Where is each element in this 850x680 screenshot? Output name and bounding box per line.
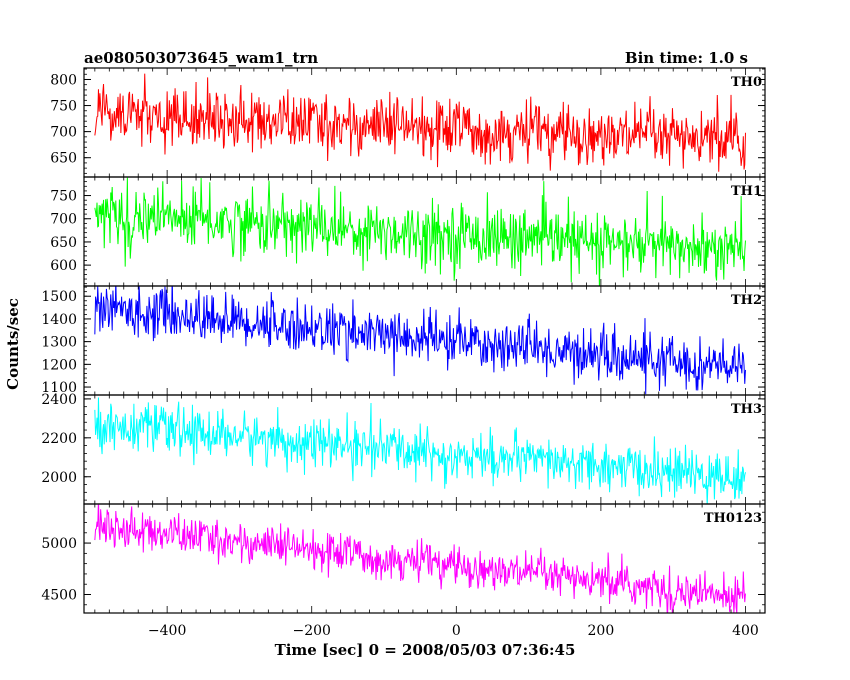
series-line-th0123 bbox=[94, 504, 746, 613]
x-axis: −400 −200 0 200 400 bbox=[148, 623, 759, 639]
panel-th0: 650 700 750 800 TH0 bbox=[50, 67, 766, 178]
y-tick-label: 2400 bbox=[41, 392, 77, 408]
y-tick-label: 1100 bbox=[41, 380, 77, 396]
x-tick-label: −200 bbox=[292, 623, 330, 639]
x-tick-label: 200 bbox=[588, 623, 615, 639]
y-tick-label: 800 bbox=[50, 72, 77, 88]
y-tick-label: 750 bbox=[50, 189, 77, 205]
x-tick-label: −400 bbox=[148, 623, 186, 639]
x-axis-label: Time [sec] 0 = 2008/05/03 07:36:45 bbox=[275, 641, 576, 659]
y-tick-label: 700 bbox=[50, 125, 77, 141]
panel-label-th1: TH1 bbox=[731, 184, 762, 199]
y-tick-label: 2000 bbox=[41, 470, 77, 486]
y-tick-label: 700 bbox=[50, 212, 77, 228]
series-line-th2 bbox=[94, 286, 746, 395]
y-tick-label: 650 bbox=[50, 151, 77, 167]
x-tick-label: 400 bbox=[732, 623, 759, 639]
panel-frame bbox=[83, 503, 766, 614]
y-axis-label: Counts/sec bbox=[4, 298, 22, 390]
y-tick-label: 600 bbox=[50, 258, 77, 274]
x-tick-label: 0 bbox=[452, 623, 461, 639]
panel-th1: 600 650 700 750 TH1 bbox=[50, 176, 766, 287]
panel-label-th3: TH3 bbox=[731, 402, 762, 417]
panel-th3: 2000 2200 2400 TH3 bbox=[41, 392, 766, 505]
panel-label-th0: TH0 bbox=[731, 75, 762, 90]
y-tick-label: 750 bbox=[50, 99, 77, 115]
chart-title: ae080503073645_wam1_trn bbox=[84, 49, 318, 67]
panels-group: 650 700 750 800 TH0 600 650 700 750 TH1 1100 1200 13… bbox=[41, 67, 766, 614]
panel-label-th0123: TH0123 bbox=[704, 511, 762, 526]
panel-label-th2: TH2 bbox=[731, 293, 762, 308]
y-tick-label: 650 bbox=[50, 235, 77, 251]
panel-th2: 1100 1200 1300 1400 1500 TH2 bbox=[41, 285, 766, 396]
y-tick-label: 1300 bbox=[41, 335, 77, 351]
y-tick-label: 5000 bbox=[41, 536, 77, 552]
y-tick-label: 4500 bbox=[41, 587, 77, 603]
bin-time-label: Bin time: 1.0 s bbox=[625, 49, 748, 67]
y-tick-label: 1200 bbox=[41, 357, 77, 373]
panel-th0123: 4500 5000 TH0123 bbox=[41, 503, 766, 614]
series-line-th3 bbox=[94, 397, 746, 504]
y-tick-label: 2200 bbox=[41, 431, 77, 447]
series-line-th1 bbox=[94, 177, 746, 286]
y-tick-label: 1500 bbox=[41, 289, 77, 305]
series-line-th0 bbox=[94, 73, 746, 172]
y-tick-label: 1400 bbox=[41, 312, 77, 328]
